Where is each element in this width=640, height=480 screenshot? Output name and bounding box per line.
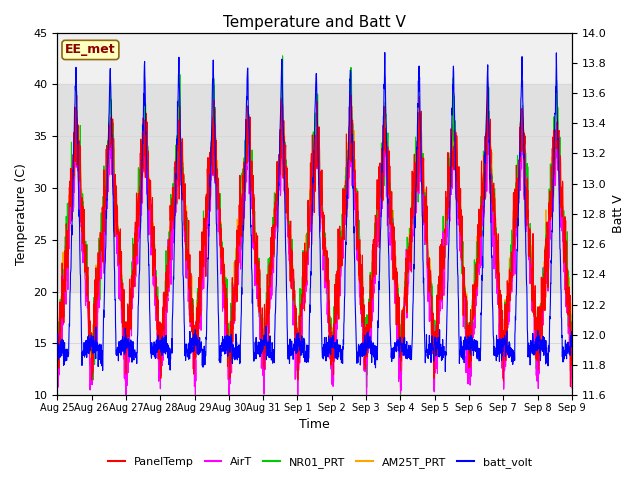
Y-axis label: Batt V: Batt V — [612, 194, 625, 233]
Legend: PanelTemp, AirT, NR01_PRT, AM25T_PRT, batt_volt: PanelTemp, AirT, NR01_PRT, AM25T_PRT, ba… — [104, 452, 536, 472]
Bar — [58, 84, 572, 291]
Text: EE_met: EE_met — [65, 43, 116, 57]
Title: Temperature and Batt V: Temperature and Batt V — [223, 15, 406, 30]
X-axis label: Time: Time — [300, 419, 330, 432]
Y-axis label: Temperature (C): Temperature (C) — [15, 163, 28, 265]
